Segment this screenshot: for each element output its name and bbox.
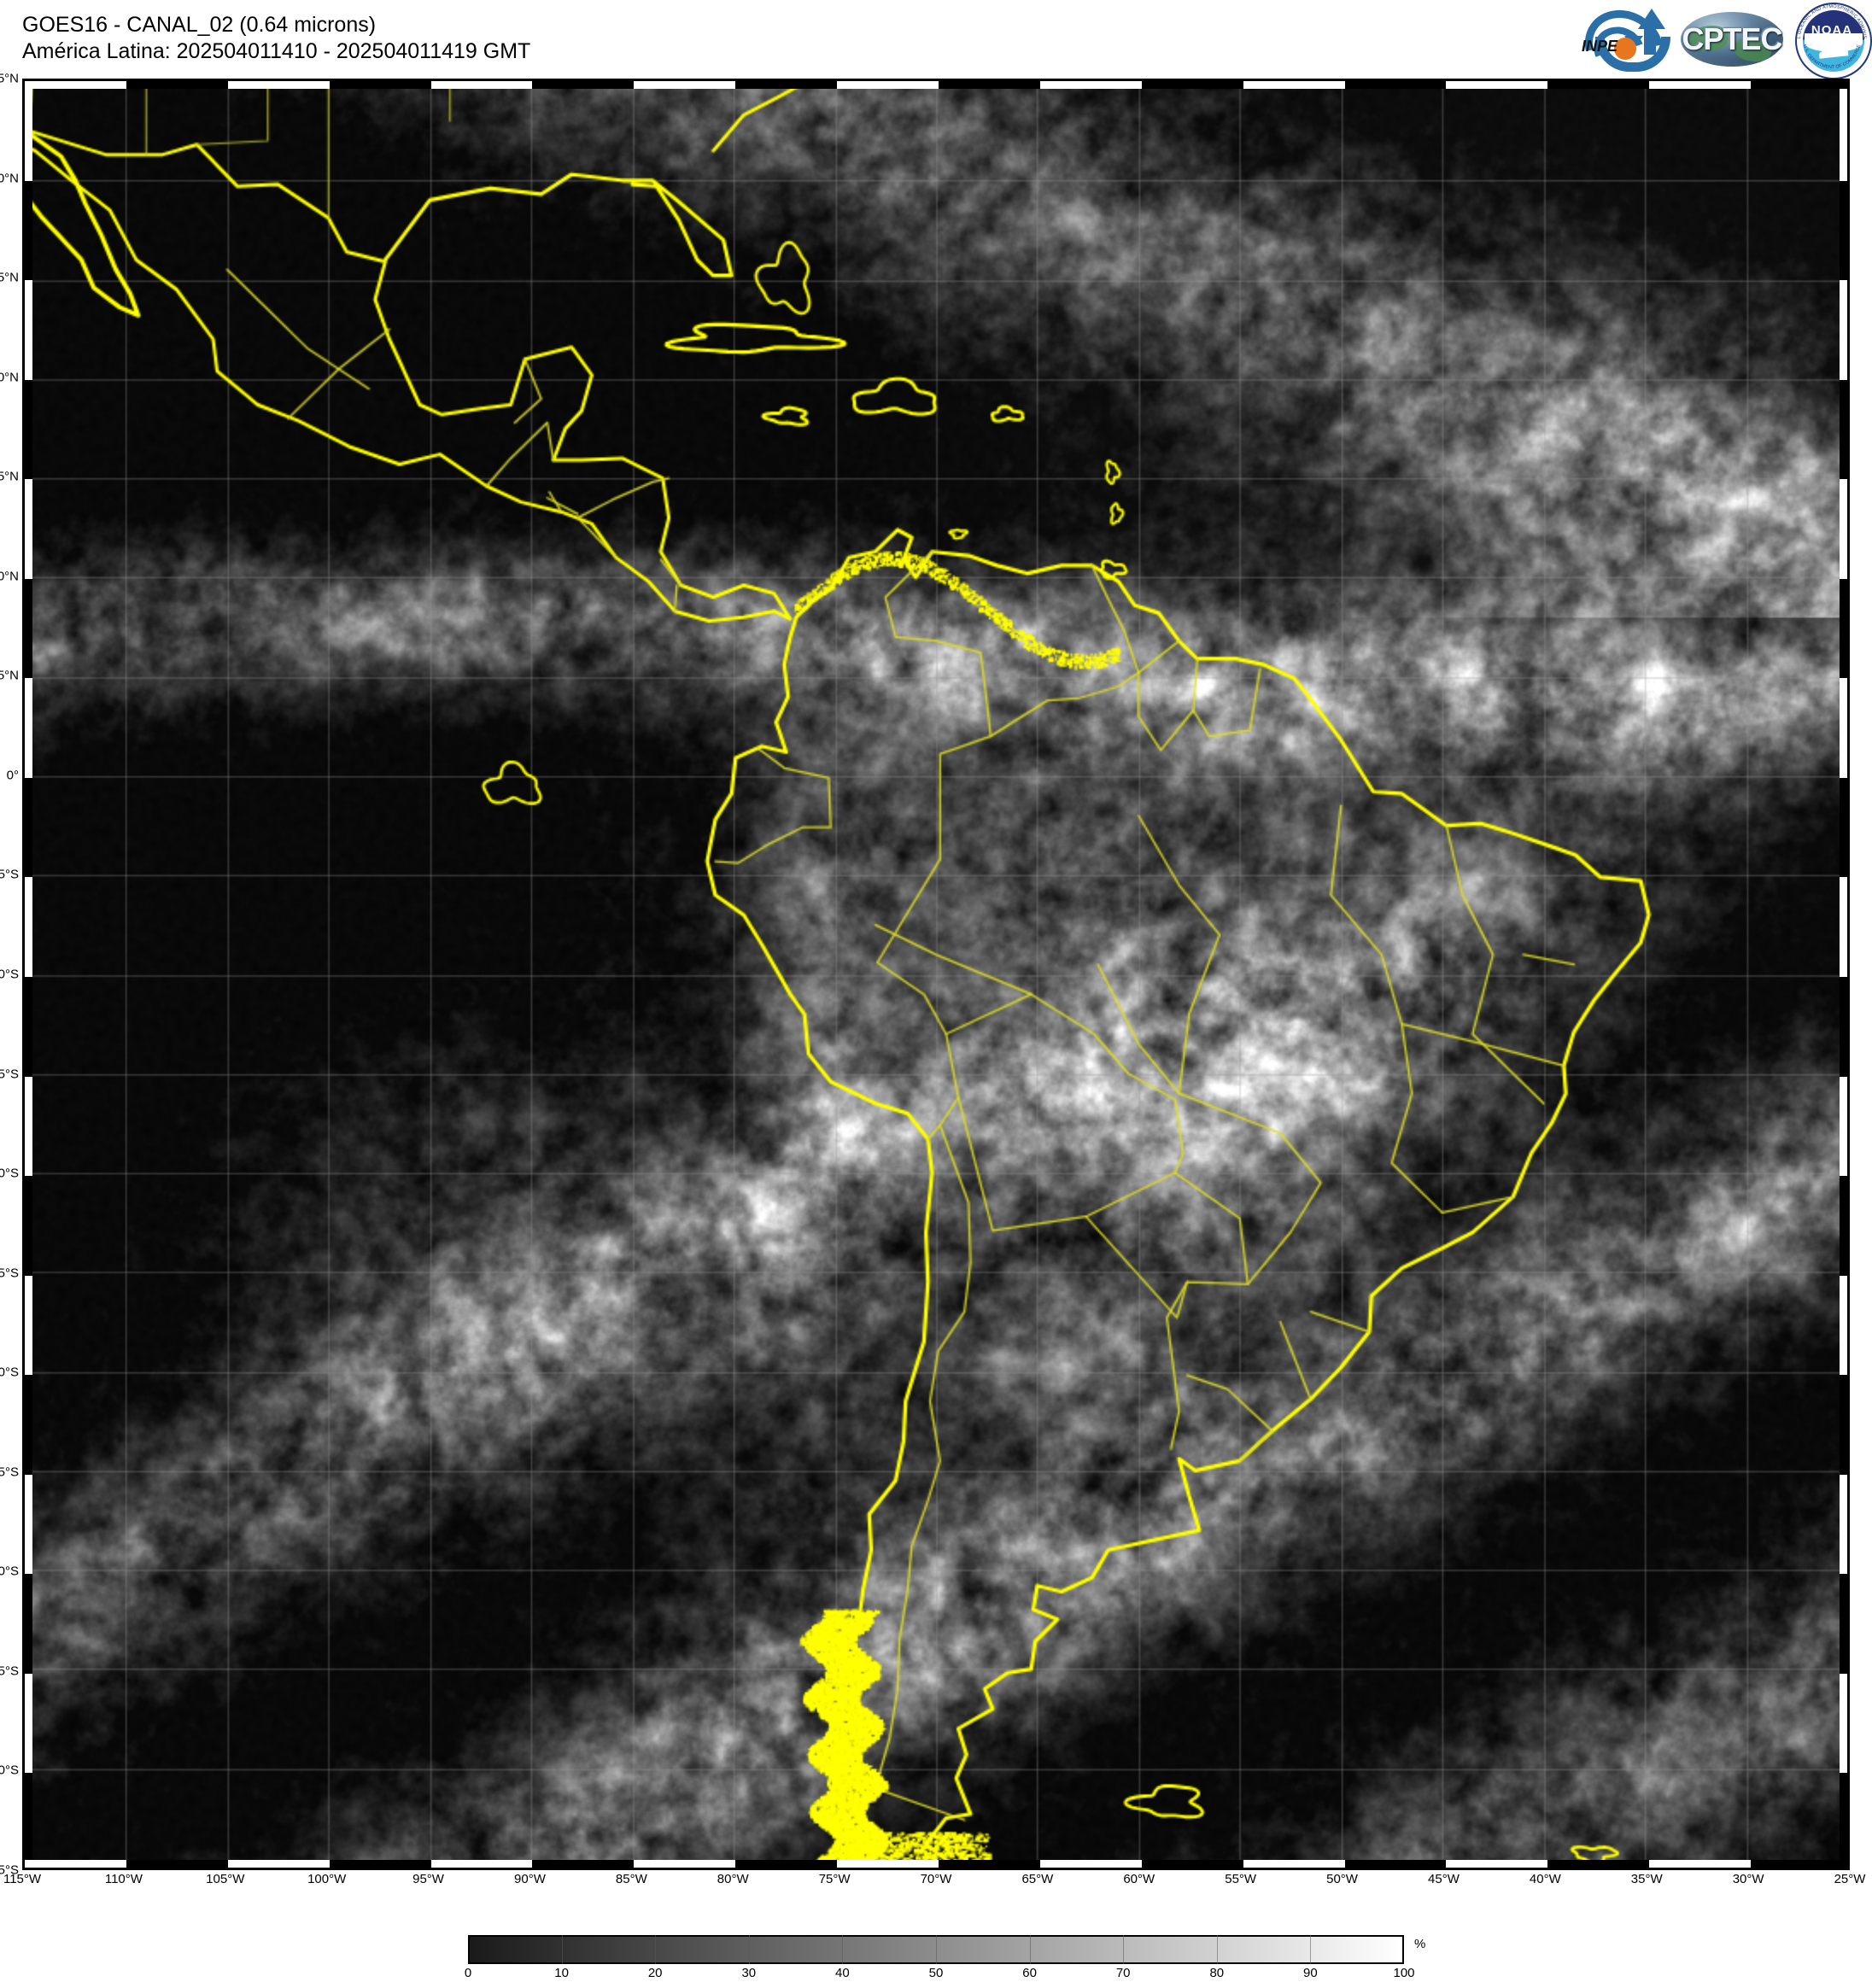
colorbar-tick <box>1029 1935 1031 1964</box>
noaa-logo: NATIONAL OCEANIC AND ATMOSPHERIC ADMINIS… <box>1795 3 1872 79</box>
colorbar-tick-label: 0 <box>464 1966 472 1980</box>
noaa-ring-text-icon: NATIONAL OCEANIC AND ATMOSPHERIC ADMINIS… <box>1795 3 1867 70</box>
colorbar-tick <box>1216 1935 1218 1964</box>
latitude-tick-label: 20°N <box>0 370 19 385</box>
colorbar-tick-labels: 0 10 20 30 40 50 60 70 80 90 100 <box>464 1966 1415 1986</box>
latitude-axis: 35°N 30°N 25°N 20°N 15°N 10°N 5°N 0° 5°S 10°S 15°S… <box>0 72 22 1878</box>
inpe-swoosh-icon <box>1595 37 1670 72</box>
colorbar-tick <box>1310 1935 1312 1964</box>
longitude-tick-label: 85°W <box>615 1872 647 1886</box>
colorbar-tick <box>748 1935 750 1964</box>
inpe-orange-dot-icon <box>1614 38 1636 60</box>
logo-strip: INPE CPTEC NATIONAL OCEA <box>1570 0 1872 101</box>
latitude-tick-label: 55°S <box>0 1862 19 1878</box>
latitude-tick-label: 25°N <box>0 270 19 285</box>
noaa-wave-icon <box>1805 33 1863 52</box>
longitude-tick-label: 90°W <box>514 1872 546 1886</box>
latitude-tick-label: 5°N <box>0 668 19 683</box>
page-header: GOES16 - CANAL_02 (0.64 microns) América… <box>0 0 1872 101</box>
colorbar-tick-label: 30 <box>741 1966 757 1980</box>
longitude-tick-label: 50°W <box>1326 1872 1358 1886</box>
title-block: GOES16 - CANAL_02 (0.64 microns) América… <box>22 12 530 65</box>
colorbar-tick <box>655 1935 657 1964</box>
page-subtitle: América Latina: 202504011410 - 202504011… <box>22 39 531 63</box>
latitude-tick-label: 45°S <box>0 1663 19 1679</box>
latitude-tick-label: 25°S <box>0 1266 19 1281</box>
longitude-tick-label: 100°W <box>307 1872 347 1886</box>
axis-tick-ladder-right <box>1840 81 1847 1868</box>
satellite-map-area[interactable] <box>22 79 1850 1870</box>
longitude-tick-label: 110°W <box>104 1872 143 1886</box>
colorbar-tick <box>1123 1935 1125 1964</box>
latitude-tick-label: 20°S <box>0 1166 19 1181</box>
axis-tick-ladder-left <box>25 81 32 1868</box>
longitude-tick-label: 75°W <box>818 1872 851 1886</box>
longitude-tick-label: 80°W <box>717 1872 749 1886</box>
colorbar-tick-label: 90 <box>1303 1966 1318 1980</box>
latitude-tick-label: 15°N <box>0 469 19 484</box>
colorbar-tick-label: 100 <box>1393 1966 1415 1980</box>
longitude-axis: 115°W 110°W 105°W 100°W 95°W 90°W 85°W 80°W 75°W… <box>3 1872 1865 1897</box>
colorbar-area: 0 10 20 30 40 50 60 70 80 90 100 % <box>0 1923 1872 1988</box>
svg-text:U.S. DEPARTMENT OF COMMERCE: U.S. DEPARTMENT OF COMMERCE <box>1802 44 1863 70</box>
longitude-tick-label: 95°W <box>412 1872 444 1886</box>
cptec-landmass-icon <box>1734 38 1771 61</box>
colorbar-tick-label: 10 <box>554 1966 569 1980</box>
inpe-logo: INPE <box>1570 0 1679 101</box>
map-frame[interactable] <box>22 79 1850 1870</box>
colorbar-unit-label: % <box>1414 1937 1426 1951</box>
latitude-tick-label: 35°S <box>0 1465 19 1480</box>
longitude-tick-label: 35°W <box>1630 1872 1663 1886</box>
noaa-logo-label: NOAA <box>1811 23 1853 38</box>
latitude-tick-label: 35°N <box>0 71 19 86</box>
cptec-logo: CPTEC <box>1681 9 1783 70</box>
colorbar-tick-label: 20 <box>647 1966 663 1980</box>
latitude-tick-label: 30°N <box>0 171 19 186</box>
latitude-tick-label: 15°S <box>0 1067 19 1082</box>
satellite-imagery <box>25 81 1847 1868</box>
longitude-tick-label: 30°W <box>1732 1872 1764 1886</box>
noaa-seal-ring-icon <box>1795 3 1872 79</box>
inpe-logo-label: INPE <box>1582 38 1618 55</box>
colorbar-tick-label: 50 <box>928 1966 944 1980</box>
longitude-tick-label: 40°W <box>1529 1872 1561 1886</box>
latitude-tick-label: 40°S <box>0 1564 19 1579</box>
latitude-tick-label: 10°N <box>0 569 19 584</box>
colorbar-tick-label: 70 <box>1115 1966 1131 1980</box>
latitude-tick-label: 5°S <box>0 867 19 882</box>
longitude-tick-label: 70°W <box>920 1872 952 1886</box>
longitude-tick-label: 25°W <box>1834 1872 1866 1886</box>
colorbar-tick <box>842 1935 844 1964</box>
axis-tick-ladder-bottom <box>25 1860 1847 1868</box>
colorbar-tick <box>936 1935 937 1964</box>
longitude-tick-label: 115°W <box>3 1872 42 1886</box>
latitude-tick-label: 50°S <box>0 1763 19 1778</box>
longitude-tick-label: 55°W <box>1225 1872 1257 1886</box>
colorbar-tick-marks <box>468 1935 1404 1964</box>
axis-tick-ladder-top <box>25 81 1847 89</box>
longitude-tick-label: 65°W <box>1021 1872 1054 1886</box>
colorbar-tick <box>561 1935 563 1964</box>
page-title: GOES16 - CANAL_02 (0.64 microns) <box>22 13 377 37</box>
latitude-tick-label: 30°S <box>0 1365 19 1380</box>
cptec-globe-icon <box>1681 12 1783 67</box>
cptec-logo-label: CPTEC <box>1682 21 1782 56</box>
longitude-tick-label: 45°W <box>1428 1872 1460 1886</box>
colorbar-tick-label: 60 <box>1022 1966 1037 1980</box>
cptec-landmass-icon <box>1689 26 1729 51</box>
longitude-tick-label: 60°W <box>1123 1872 1155 1886</box>
longitude-tick-label: 105°W <box>206 1872 245 1886</box>
inpe-arrow-up-icon <box>1638 9 1665 29</box>
latitude-tick-label: 10°S <box>0 967 19 982</box>
colorbar-tick-label: 80 <box>1209 1966 1225 1980</box>
colorbar-tick-label: 40 <box>835 1966 850 1980</box>
latitude-tick-label: 0° <box>6 768 19 783</box>
colorbar-wrap <box>468 1935 1404 1964</box>
